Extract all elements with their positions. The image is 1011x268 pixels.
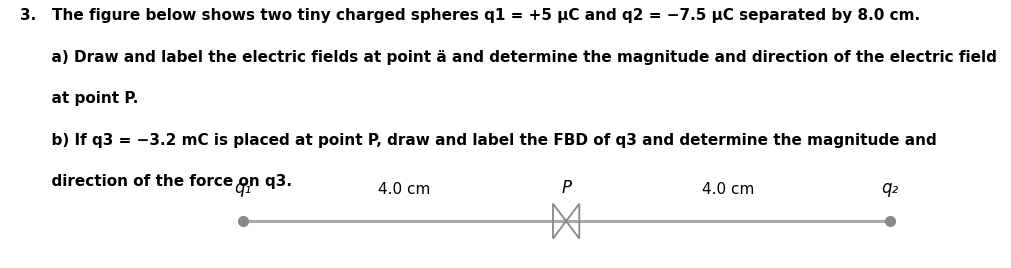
Text: q₂: q₂	[882, 179, 898, 197]
Text: b) If q3 = −3.2 mC is placed at point P, draw and label the FBD of q3 and determ: b) If q3 = −3.2 mC is placed at point P,…	[20, 133, 937, 148]
Text: q₁: q₁	[235, 179, 251, 197]
Text: a) Draw and label the electric fields at point ä and determine the magnitude and: a) Draw and label the electric fields at…	[20, 50, 997, 65]
Text: 4.0 cm: 4.0 cm	[702, 182, 754, 197]
Text: 3.   The figure below shows two tiny charged spheres q1 = +5 μC and q2 = −7.5 μC: 3. The figure below shows two tiny charg…	[20, 8, 920, 23]
Text: direction of the force on q3.: direction of the force on q3.	[20, 174, 292, 189]
Text: at point P.: at point P.	[20, 91, 139, 106]
Text: 4.0 cm: 4.0 cm	[378, 182, 431, 197]
Text: P: P	[561, 179, 571, 197]
